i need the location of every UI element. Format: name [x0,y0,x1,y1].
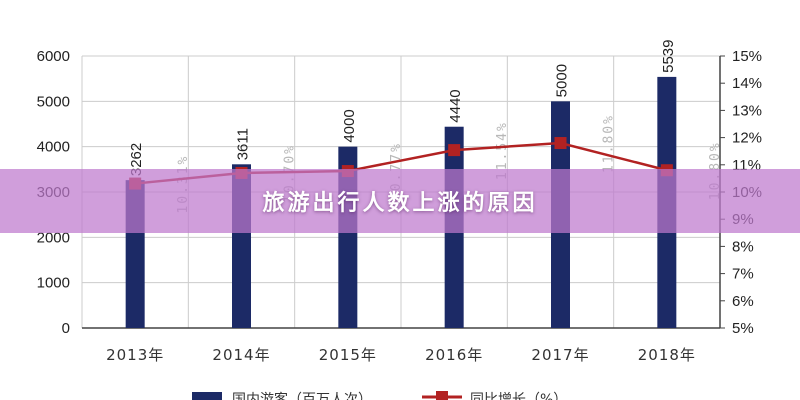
y-right-tick-label: 5% [732,320,754,337]
growth-marker [448,144,461,157]
y-left-tick-label: 1000 [37,275,70,292]
x-tick-label: 2013年 [106,346,164,364]
x-tick-label: 2016年 [425,346,483,364]
bar-value-label: 3611 [235,128,252,160]
banner-title: 旅游出行人数上涨的原因 [262,191,538,216]
legend-swatch-bar [192,392,222,400]
y-right-tick-label: 8% [732,238,754,255]
x-tick-label: 2015年 [319,346,377,364]
growth-marker [554,137,567,150]
y-right-tick-label: 6% [732,293,754,310]
y-left-tick-label: 6000 [37,48,70,65]
legend-swatch-marker [436,391,448,400]
legend-label-bar: 国内游客（百万人次） [232,391,372,400]
y-right-tick-label: 12% [732,130,762,147]
x-tick-label: 2018年 [638,346,696,364]
bar-value-label: 5539 [660,40,677,73]
y-right-tick-label: 14% [732,75,762,92]
growth-value-label: 11.80% [602,114,617,173]
y-left-tick-label: 2000 [37,229,70,246]
bar-value-label: 5000 [554,64,571,97]
growth-value-label: 11.54% [495,121,510,180]
bar-value-label: 3262 [128,143,145,176]
legend-label-line: 同比增长（%） [470,392,567,400]
y-left-tick-label: 0 [62,320,70,337]
title-banner: 旅游出行人数上涨的原因 [0,169,800,233]
x-tick-label: 2017年 [531,346,589,364]
y-right-tick-label: 15% [732,48,762,65]
bar-value-label: 4440 [447,89,464,122]
bar-value-label: 4000 [341,109,358,142]
y-right-tick-label: 13% [732,102,762,119]
y-right-tick-label: 7% [732,266,754,283]
y-left-tick-label: 4000 [37,139,70,156]
x-tick-label: 2014年 [212,346,270,364]
y-left-tick-label: 5000 [37,93,70,110]
